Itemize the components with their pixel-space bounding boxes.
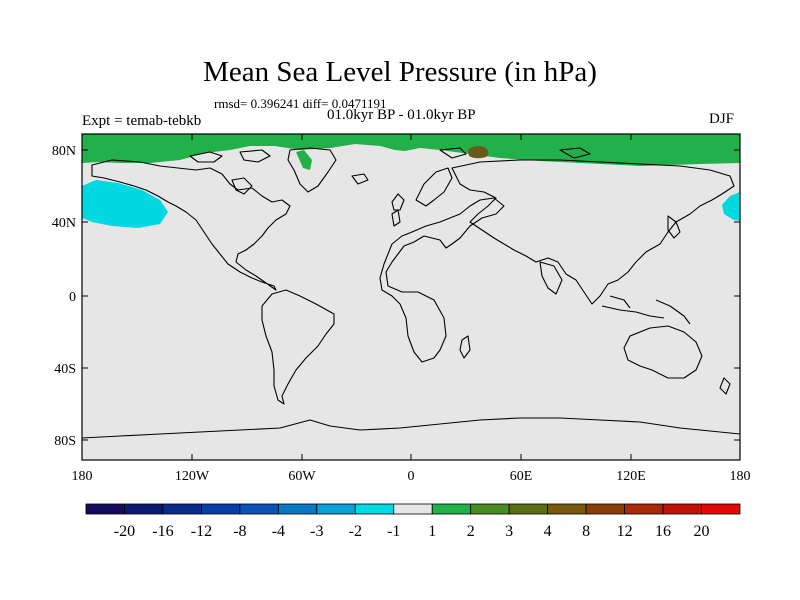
lat-tick-40s: 40S <box>54 362 76 377</box>
colorbar-label: 3 <box>505 523 513 540</box>
chart-title: Mean Sea Level Pressure (in hPa) <box>203 56 597 88</box>
colorbar-box-9 <box>431 503 472 515</box>
colorbar-label: 16 <box>655 523 671 540</box>
colorbar-label: -1 <box>387 523 400 540</box>
colorbar-box-14 <box>624 503 664 515</box>
colorbar-label: -3 <box>310 523 323 540</box>
colorbar-box-2 <box>162 503 202 515</box>
arctic-small-patch <box>468 146 489 159</box>
north-pacific-negative-west <box>82 180 168 228</box>
colorbar-label: 20 <box>694 523 710 540</box>
colorbar-box-12 <box>547 503 587 515</box>
lon-axis <box>81 134 741 460</box>
lon-tick-60w: 60W <box>288 469 316 484</box>
lon-tick-120e: 120E <box>616 469 646 484</box>
colorbar-box-4 <box>239 503 279 515</box>
colorbar-box-3 <box>201 503 241 515</box>
map-background <box>82 134 740 460</box>
colorbar-label: -16 <box>152 523 173 540</box>
greenland-green-patch <box>296 150 312 170</box>
colorbar-box-10 <box>470 503 510 515</box>
colorbar-label: -12 <box>191 523 212 540</box>
season-label: DJF <box>709 111 735 127</box>
colorbar-label: 8 <box>582 523 590 540</box>
colorbar-label: -20 <box>114 523 135 540</box>
lon-tick-180e: 180 <box>730 469 751 484</box>
lat-tick-80s: 80S <box>54 434 76 449</box>
lon-tick-60e: 60E <box>510 469 533 484</box>
colorbar-box-7 <box>354 503 395 515</box>
lon-tick-0: 0 <box>408 469 415 484</box>
colorbar-box-11 <box>508 503 549 515</box>
colorbar-label: -8 <box>233 523 246 540</box>
colorbar-label: 4 <box>544 523 552 540</box>
lon-tick-120w: 120W <box>175 469 210 484</box>
lat-axis <box>82 149 740 441</box>
colorbar-box-13 <box>585 503 625 515</box>
lat-tick-40n: 40N <box>52 216 76 231</box>
colorbar-box-8 <box>393 503 433 515</box>
colorbar-box-6 <box>316 503 356 515</box>
lat-tick-0: 0 <box>69 290 76 305</box>
lat-tick-80n: 80N <box>52 144 76 159</box>
colorbar-box-15 <box>662 503 702 515</box>
coastlines <box>82 147 740 439</box>
colorbar-label: -4 <box>272 523 285 540</box>
colorbar-box-16 <box>701 503 741 515</box>
colorbar-label: 1 <box>428 523 436 540</box>
colorbar-label: 12 <box>617 523 633 540</box>
colorbar-box-1 <box>124 503 164 515</box>
north-pacific-negative-east <box>722 192 740 221</box>
colorbar-box-5 <box>277 503 318 515</box>
stats-subtitle: rmsd= 0.396241 diff= 0.0471191 <box>214 96 387 111</box>
colorbar-box-0 <box>85 503 125 515</box>
colorbar-label: 2 <box>467 523 475 540</box>
colorbar-label: -2 <box>349 523 362 540</box>
experiment-label: Expt = temab-tebkb <box>82 113 202 129</box>
lon-tick-180w: 180 <box>72 469 93 484</box>
period-subtitle: 01.0kyr BP - 01.0kyr BP <box>327 107 476 123</box>
